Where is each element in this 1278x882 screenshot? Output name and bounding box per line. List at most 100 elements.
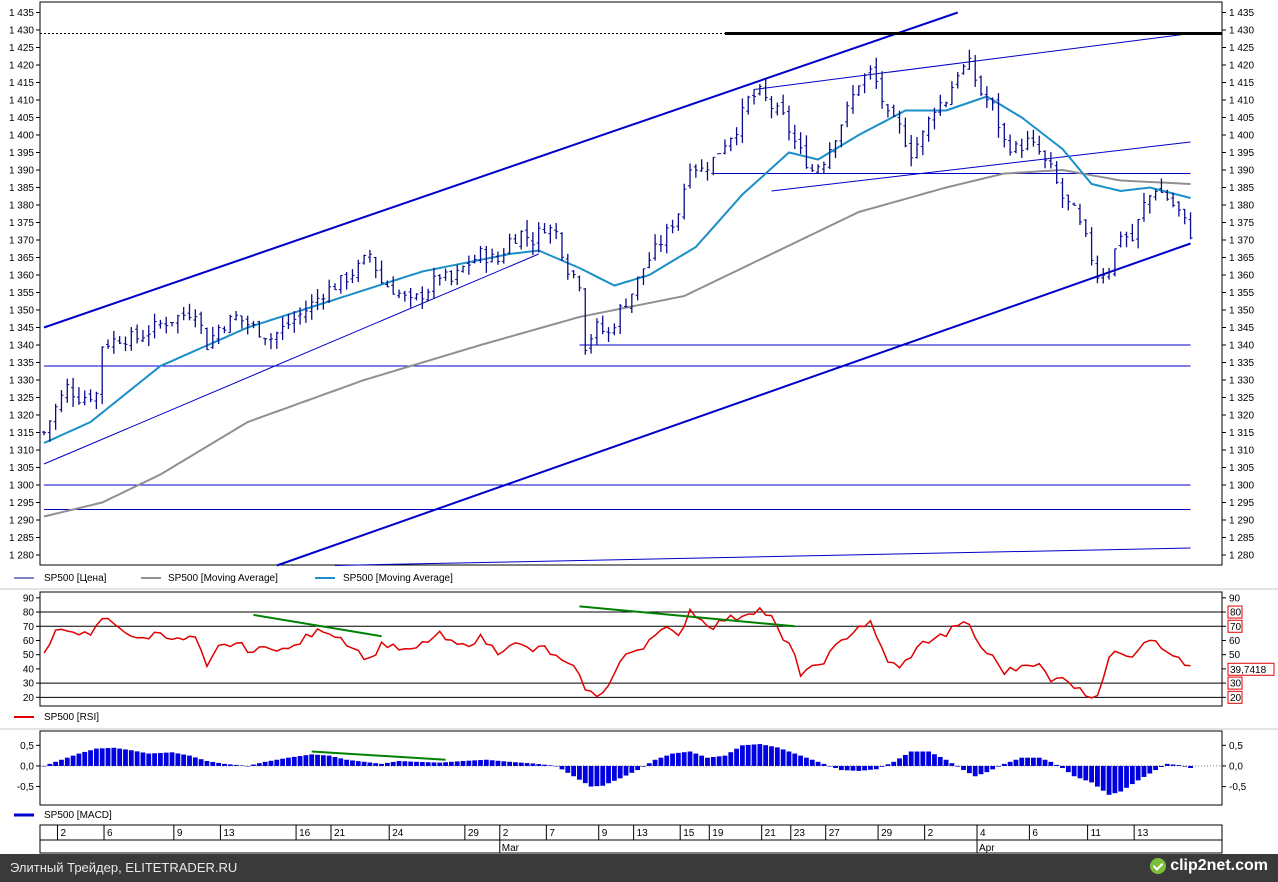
date-axis: 2 6 9 13 16 21 24 29 2 7 9 13 15 19 21 23 27 29 2 4 6 11 13Mar… — [56, 825, 1149, 854]
macd-bar — [1083, 765, 1089, 781]
macd-bar — [536, 764, 542, 766]
rsi-value-box — [1227, 662, 1275, 676]
price-bar — [437, 274, 442, 286]
price-bar — [466, 255, 471, 275]
rsi-tick-label-right: 90 — [1229, 593, 1241, 604]
price-bar — [123, 336, 128, 352]
price-tick-label-left: 1 425 — [9, 43, 34, 54]
rsi-plot: 80 70 39,7418 30 20 — [43, 605, 1275, 704]
date-tick-label: 15 — [683, 828, 695, 839]
date-axis-frame — [39, 824, 1223, 854]
macd-bar — [868, 765, 873, 770]
price-bar — [810, 164, 815, 172]
price-tick-label-right: 1 285 — [1229, 533, 1254, 544]
price-tick-label-left: 1 395 — [9, 148, 34, 159]
price-bar — [891, 104, 896, 117]
price-bar — [1118, 231, 1123, 248]
macd-bar — [879, 765, 885, 767]
price-moving-averages — [43, 95, 1191, 518]
macd-bar — [681, 752, 687, 766]
macd-bar — [740, 745, 745, 766]
macd-tick-label-left: -0,5 — [17, 782, 35, 793]
price-bar — [909, 134, 914, 167]
price-bar — [100, 346, 105, 405]
rsi-divergence-line — [253, 613, 382, 638]
rsi-tick-label-left: 40 — [23, 664, 35, 675]
macd-bar — [431, 762, 437, 766]
footer-bar: Элитный Трейдер, ELITETRADER.RU clip2net… — [0, 854, 1278, 882]
rsi-tick-label-left: 30 — [23, 679, 35, 690]
macd-bar — [699, 755, 705, 766]
price-bar — [589, 334, 594, 354]
macd-bar — [443, 762, 448, 766]
price-bar — [1037, 135, 1042, 155]
macd-bar — [635, 765, 641, 771]
macd-bar — [885, 764, 891, 766]
price-tick-label-left: 1 280 — [9, 551, 34, 562]
price-bar — [449, 270, 454, 286]
price-tick-label-left: 1 405 — [9, 113, 34, 124]
rsi-value-label: 80 — [1230, 608, 1242, 619]
macd-bar — [804, 757, 809, 766]
moving-average-short — [43, 95, 1191, 444]
price-bar — [321, 293, 326, 310]
price-tick-label-left: 1 305 — [9, 463, 34, 474]
footer-brand[interactable]: clip2net.com — [1150, 857, 1268, 875]
price-bar — [693, 164, 698, 178]
price-bar — [356, 259, 361, 283]
macd-bar — [478, 760, 483, 766]
macd-bar — [152, 753, 157, 766]
price-tick-label-right: 1 280 — [1229, 551, 1254, 562]
price-bar — [734, 127, 739, 146]
macd-bar — [402, 761, 408, 766]
macd-bar — [1124, 765, 1129, 788]
macd-bar — [251, 764, 256, 766]
macd-bar — [600, 765, 606, 786]
price-tick-label-right: 1 375 — [1229, 218, 1254, 229]
price-bar — [664, 223, 669, 254]
price-bar — [181, 307, 186, 321]
price-bar — [577, 275, 582, 292]
price-bar — [251, 320, 256, 329]
price-bar — [414, 293, 419, 301]
macd-bar — [1077, 765, 1083, 779]
price-bar — [1182, 208, 1187, 225]
price-bar — [618, 303, 623, 335]
price-bar — [210, 326, 215, 349]
price-trendlines — [40, 11, 1222, 567]
macd-bar — [623, 765, 629, 776]
macd-bar — [961, 765, 966, 771]
trendline — [43, 11, 959, 329]
macd-bar — [187, 755, 192, 766]
price-bar — [816, 164, 821, 174]
price-bar — [1171, 192, 1176, 208]
macd-bar — [1071, 765, 1077, 777]
macd-bar — [286, 757, 291, 766]
macd-bar — [76, 753, 82, 766]
price-tick-label-left: 1 355 — [9, 288, 34, 299]
rsi-value-label: 20 — [1230, 693, 1242, 704]
price-bar — [239, 315, 244, 329]
price-tick-label-right: 1 415 — [1229, 78, 1254, 89]
macd-plot — [40, 744, 1222, 795]
price-bar — [757, 84, 762, 96]
macd-bar — [384, 762, 390, 766]
macd-bar — [734, 748, 739, 766]
macd-bar — [1025, 757, 1030, 766]
price-tick-label-left: 1 300 — [9, 481, 34, 492]
price-tick-label-right: 1 395 — [1229, 148, 1254, 159]
macd-bar — [687, 751, 693, 766]
price-bar — [1188, 212, 1193, 240]
date-tick-label: 29 — [468, 828, 480, 839]
trendline — [771, 141, 1191, 192]
macd-bar — [629, 765, 635, 773]
price-bar — [187, 303, 192, 321]
price-tick-label-right: 1 400 — [1229, 131, 1254, 142]
macd-bar — [1164, 763, 1170, 766]
price-bar — [833, 140, 838, 159]
price-tick-label-left: 1 345 — [9, 323, 34, 334]
date-tick-label: 19 — [712, 828, 724, 839]
macd-bar — [239, 765, 245, 766]
clip2net-logo-icon — [1150, 858, 1167, 874]
date-tick-label: 27 — [829, 828, 841, 839]
